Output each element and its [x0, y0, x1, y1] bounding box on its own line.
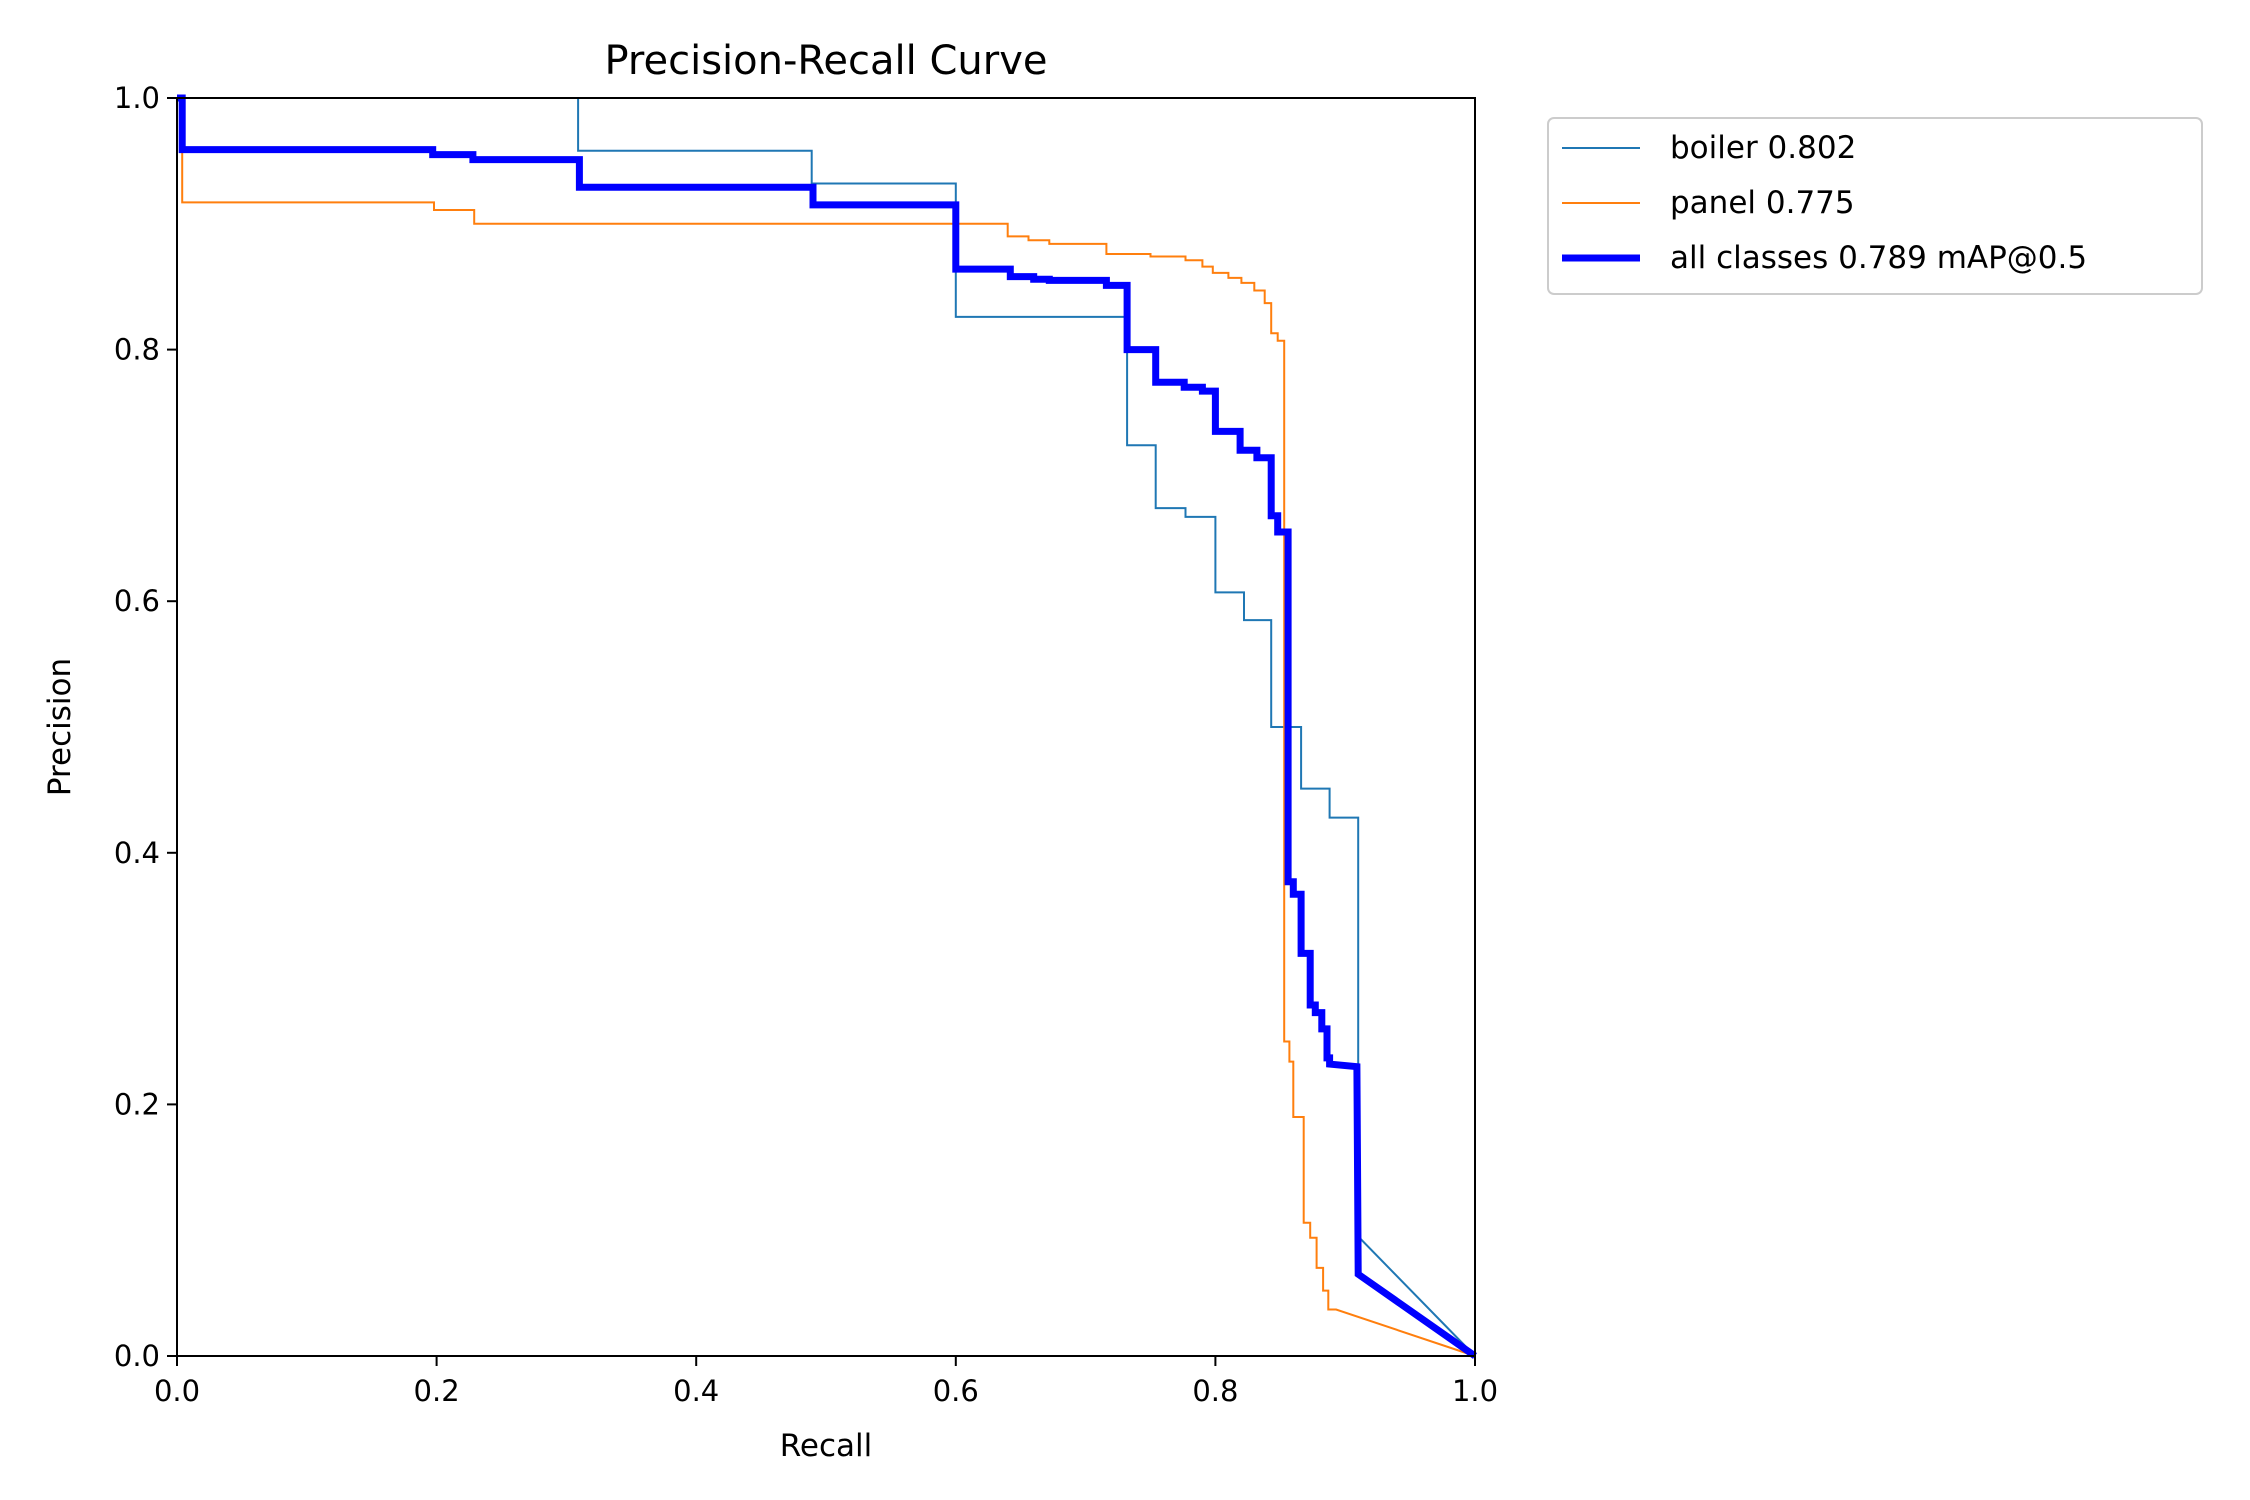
y-tick-label: 1.0: [114, 81, 160, 115]
x-axis-label: Recall: [780, 1428, 873, 1464]
x-tick-label: 0.4: [673, 1374, 719, 1408]
legend-label-1: panel 0.775: [1670, 185, 1855, 221]
x-axis-ticks: 0.0 0.2 0.4 0.6 0.8 1.0: [154, 1356, 1498, 1408]
y-tick-label: 0.4: [114, 836, 160, 870]
series-line-0: [177, 97, 1476, 1357]
x-tick-label: 0.8: [1192, 1374, 1238, 1408]
y-tick-label: 0.6: [114, 584, 160, 618]
y-axis-ticks: 0.0 0.2 0.4 0.6 0.8 1.0: [114, 81, 177, 1373]
y-tick-label: 0.0: [114, 1339, 160, 1373]
x-tick-label: 0.6: [933, 1374, 979, 1408]
legend-label-0: boiler 0.802: [1670, 130, 1856, 166]
x-tick-label: 0.2: [414, 1374, 460, 1408]
legend-box: [1547, 117, 2203, 295]
plot-frame: [176, 97, 1476, 1357]
series-line-2: [177, 94, 1478, 1359]
x-tick-label: 0.0: [154, 1374, 200, 1408]
x-tick-label: 1.0: [1452, 1374, 1498, 1408]
series-layer: [177, 94, 1478, 1359]
series-line-1: [177, 97, 1476, 1357]
y-tick-label: 0.8: [114, 333, 160, 367]
chart-title: Precision-Recall Curve: [605, 38, 1048, 84]
y-tick-label: 0.2: [114, 1087, 160, 1121]
legend-label-2: all classes 0.789 mAP@0.5: [1670, 240, 2087, 276]
y-axis-label: Precision: [42, 658, 78, 796]
legend: boiler 0.802 panel 0.775 all classes 0.789…: [1547, 117, 2203, 295]
